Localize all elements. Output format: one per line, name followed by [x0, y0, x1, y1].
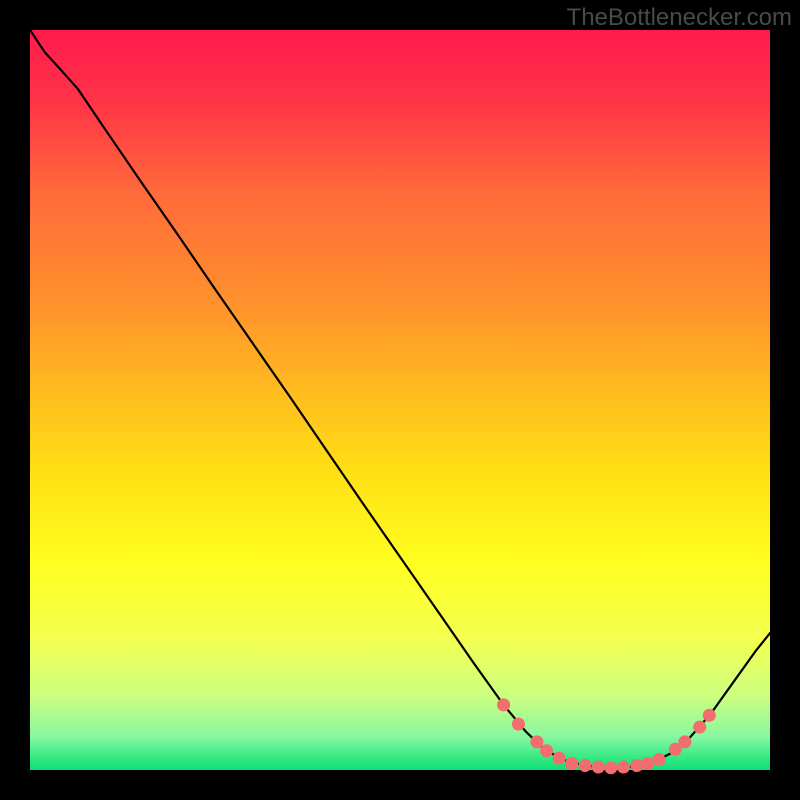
marker-point [512, 718, 525, 731]
marker-point [565, 757, 578, 770]
attribution-label: TheBottlenecker.com [567, 4, 792, 32]
marker-point [592, 761, 605, 774]
marker-point [497, 698, 510, 711]
chart-svg [0, 0, 800, 800]
marker-point [617, 761, 630, 774]
marker-point [703, 709, 716, 722]
marker-point [553, 752, 566, 765]
marker-point [530, 735, 543, 748]
marker-point [540, 744, 553, 757]
marker-point [693, 721, 706, 734]
chart-container: TheBottlenecker.com [0, 0, 800, 800]
marker-point [653, 753, 666, 766]
marker-point [579, 759, 592, 772]
marker-point [604, 761, 617, 774]
marker-point [641, 757, 654, 770]
marker-point [678, 735, 691, 748]
marker-point [630, 759, 643, 772]
plot-background [30, 30, 770, 770]
